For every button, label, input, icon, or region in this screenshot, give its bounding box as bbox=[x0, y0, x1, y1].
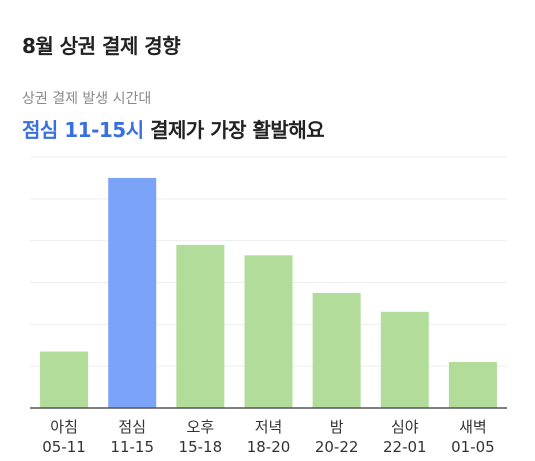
bar-01-05 bbox=[448, 361, 497, 408]
x-tick-label: 저녁 bbox=[255, 418, 283, 436]
x-tick-label: 새벽 bbox=[459, 418, 487, 436]
chart-subtitle: 상권 결제 발생 시간대 bbox=[22, 91, 152, 107]
bar-18-20 bbox=[244, 255, 293, 408]
bar-11-15 bbox=[108, 177, 157, 408]
bar-15-18 bbox=[176, 244, 225, 408]
bar-20-22 bbox=[312, 292, 361, 408]
bar-05-11 bbox=[40, 351, 89, 408]
bar-22-01 bbox=[380, 311, 429, 408]
x-tick-range: 20-22 bbox=[315, 438, 359, 456]
chart-headline: 점심 11-15시 결제가 가장 활발해요 bbox=[22, 114, 325, 143]
x-tick-label: 심야 bbox=[391, 418, 419, 436]
headline-rest: 결제가 가장 활발해요 bbox=[143, 118, 325, 142]
x-tick-label: 오후 bbox=[187, 418, 215, 436]
x-tick-range: 01-05 bbox=[451, 438, 495, 456]
x-tick-range: 11-15 bbox=[110, 438, 154, 456]
x-tick-label: 아침 bbox=[50, 418, 78, 436]
x-tick-range: 18-20 bbox=[247, 438, 291, 456]
headline-highlight: 점심 11-15시 bbox=[22, 118, 144, 142]
x-tick-label: 밤 bbox=[330, 418, 344, 436]
x-tick-label: 점심 bbox=[118, 418, 146, 436]
x-tick-range: 15-18 bbox=[179, 438, 223, 456]
page-title: 8월 상권 결제 경향 bbox=[22, 34, 181, 58]
x-tick-range: 05-11 bbox=[42, 438, 86, 456]
x-tick-range: 22-01 bbox=[383, 438, 427, 456]
